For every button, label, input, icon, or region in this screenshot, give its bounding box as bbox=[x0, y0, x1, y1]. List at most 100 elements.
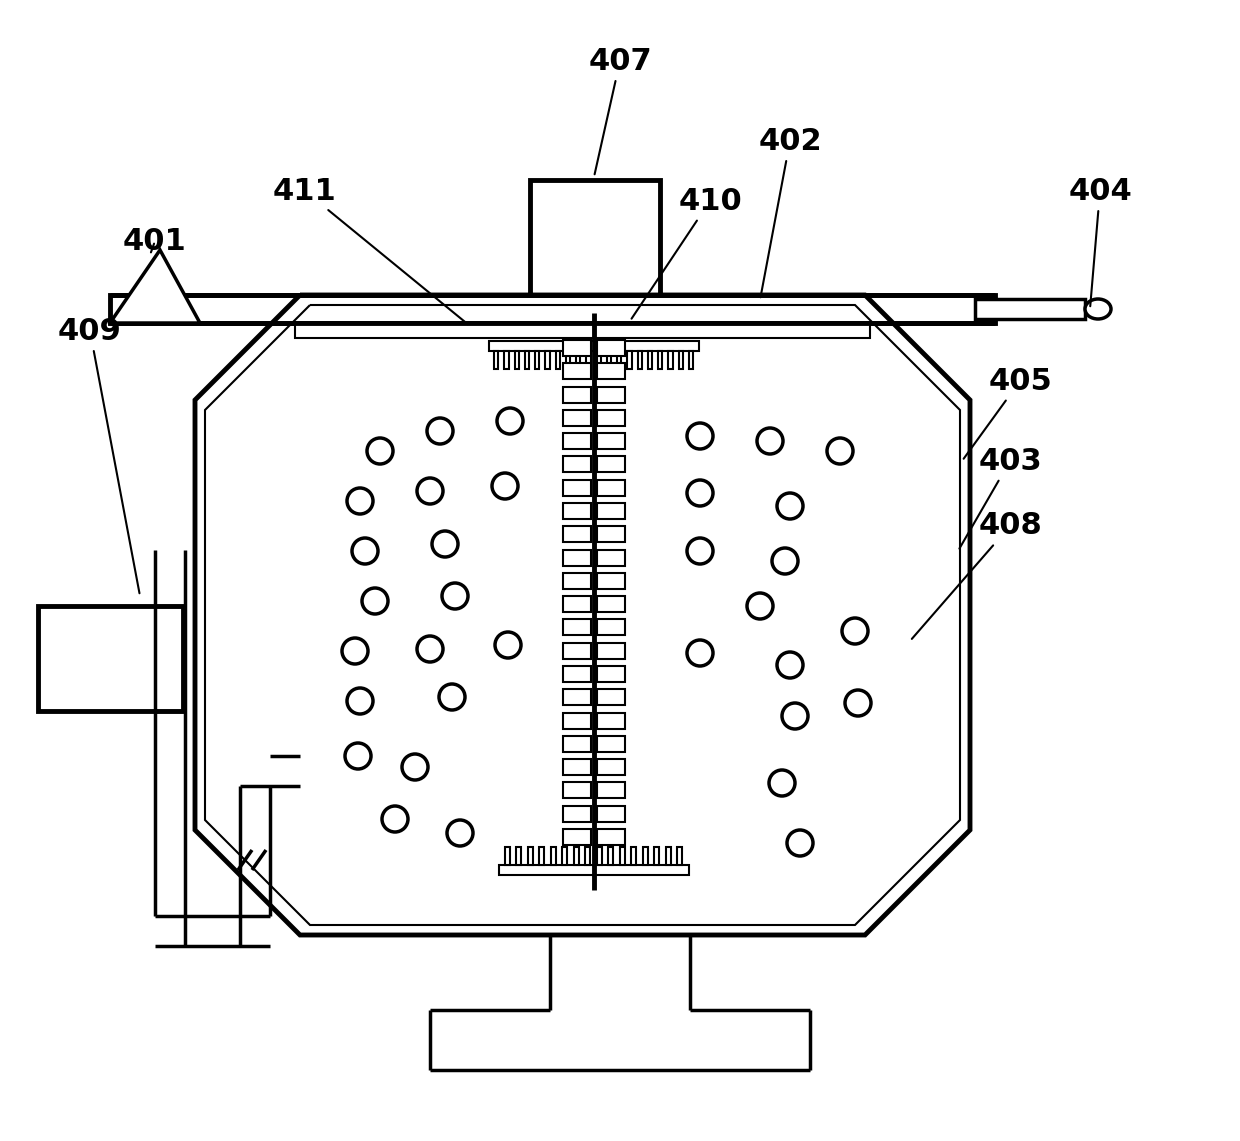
Bar bbox=[563, 410, 591, 426]
Bar bbox=[627, 351, 631, 369]
Bar bbox=[596, 783, 625, 799]
Bar bbox=[505, 847, 510, 865]
Bar bbox=[528, 847, 533, 865]
Bar bbox=[637, 351, 642, 369]
Bar bbox=[494, 351, 498, 369]
Bar bbox=[596, 713, 625, 729]
Circle shape bbox=[827, 438, 853, 464]
Bar bbox=[38, 606, 184, 711]
Bar bbox=[563, 479, 591, 495]
Bar bbox=[596, 479, 625, 495]
Polygon shape bbox=[110, 250, 200, 323]
Bar bbox=[596, 759, 625, 775]
Circle shape bbox=[497, 408, 523, 434]
Bar bbox=[596, 666, 625, 682]
Bar bbox=[668, 351, 672, 369]
Circle shape bbox=[495, 632, 521, 658]
Bar bbox=[618, 351, 621, 369]
Circle shape bbox=[347, 688, 373, 714]
Bar bbox=[688, 351, 693, 369]
Circle shape bbox=[446, 820, 472, 845]
Bar bbox=[596, 526, 625, 542]
Circle shape bbox=[777, 493, 804, 519]
Circle shape bbox=[769, 770, 795, 796]
Circle shape bbox=[687, 423, 713, 450]
Bar bbox=[563, 620, 591, 636]
Text: 403: 403 bbox=[960, 446, 1042, 549]
Bar bbox=[677, 847, 682, 865]
Circle shape bbox=[777, 652, 804, 678]
Circle shape bbox=[844, 690, 870, 717]
Bar bbox=[596, 434, 625, 450]
Text: 409: 409 bbox=[58, 316, 139, 593]
Bar bbox=[563, 783, 591, 799]
Bar bbox=[606, 351, 611, 369]
Circle shape bbox=[417, 478, 443, 504]
Bar bbox=[505, 351, 508, 369]
Bar bbox=[596, 847, 601, 865]
Bar bbox=[596, 456, 625, 472]
Circle shape bbox=[439, 683, 465, 710]
Bar bbox=[596, 410, 625, 426]
Text: 410: 410 bbox=[631, 186, 742, 318]
Bar bbox=[536, 351, 539, 369]
Circle shape bbox=[687, 539, 713, 564]
Bar bbox=[658, 351, 662, 369]
Bar bbox=[295, 323, 870, 338]
Circle shape bbox=[352, 539, 378, 564]
Circle shape bbox=[746, 593, 773, 620]
Bar bbox=[596, 620, 625, 636]
Bar bbox=[563, 573, 591, 589]
Bar bbox=[563, 689, 591, 705]
Bar bbox=[563, 596, 591, 612]
Bar bbox=[498, 865, 689, 875]
Bar bbox=[565, 351, 570, 369]
Bar bbox=[563, 642, 591, 658]
Bar bbox=[585, 847, 590, 865]
Bar bbox=[563, 387, 591, 403]
Circle shape bbox=[842, 618, 868, 644]
Bar bbox=[609, 847, 614, 865]
Circle shape bbox=[773, 548, 799, 574]
Bar bbox=[563, 666, 591, 682]
Ellipse shape bbox=[1085, 299, 1111, 319]
Circle shape bbox=[492, 474, 518, 499]
Bar bbox=[596, 340, 625, 356]
Bar bbox=[563, 830, 591, 845]
Bar bbox=[563, 526, 591, 542]
Bar bbox=[596, 387, 625, 403]
Bar bbox=[596, 806, 625, 822]
Bar bbox=[563, 736, 591, 752]
Text: 401: 401 bbox=[123, 227, 187, 256]
Bar bbox=[596, 363, 625, 379]
Bar bbox=[596, 503, 625, 519]
Bar bbox=[563, 363, 591, 379]
Bar bbox=[577, 351, 580, 369]
Circle shape bbox=[687, 480, 713, 505]
Bar bbox=[596, 642, 625, 658]
Text: 407: 407 bbox=[588, 47, 652, 175]
Bar bbox=[563, 806, 591, 822]
Bar bbox=[563, 434, 591, 450]
Bar bbox=[110, 296, 994, 323]
Bar bbox=[666, 847, 671, 865]
Text: 402: 402 bbox=[758, 127, 822, 298]
Bar bbox=[587, 351, 590, 369]
Bar bbox=[596, 573, 625, 589]
Bar bbox=[562, 847, 567, 865]
Text: 408: 408 bbox=[911, 511, 1042, 639]
Circle shape bbox=[362, 588, 388, 614]
Bar bbox=[596, 596, 625, 612]
Text: 405: 405 bbox=[963, 366, 1052, 459]
Bar bbox=[515, 351, 520, 369]
Bar bbox=[489, 341, 699, 351]
Bar bbox=[563, 713, 591, 729]
Circle shape bbox=[441, 583, 467, 609]
Circle shape bbox=[756, 428, 782, 454]
Bar bbox=[525, 351, 529, 369]
Bar bbox=[642, 847, 647, 865]
Circle shape bbox=[432, 531, 458, 557]
Bar bbox=[647, 351, 652, 369]
Circle shape bbox=[367, 438, 393, 464]
Bar bbox=[563, 550, 591, 566]
